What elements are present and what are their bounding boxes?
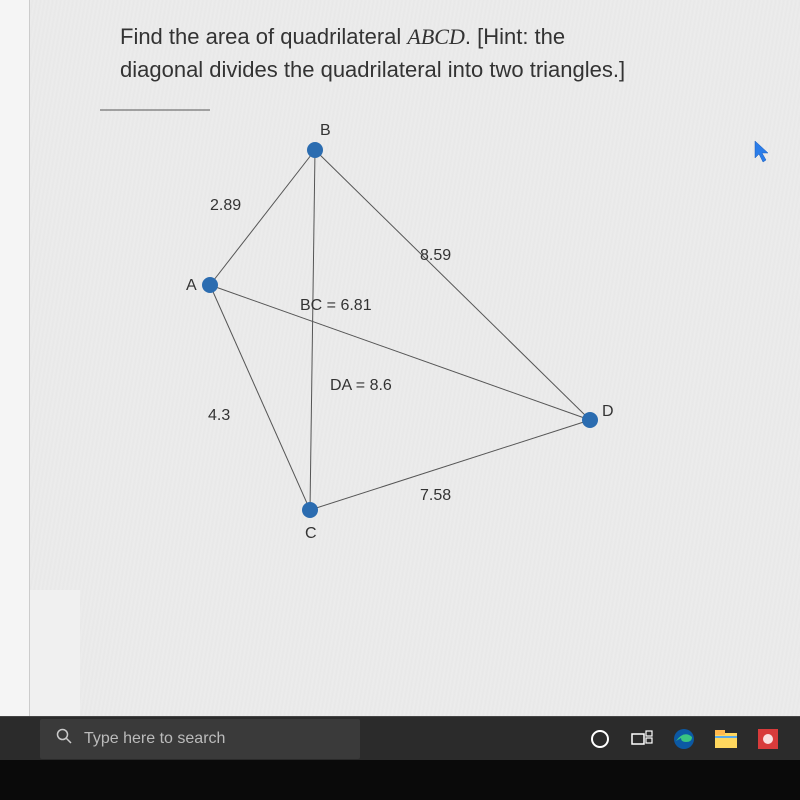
problem-line2: diagonal divides the quadrilateral into … bbox=[120, 57, 625, 82]
left-gap bbox=[30, 590, 80, 726]
vertex-d[interactable] bbox=[582, 412, 598, 428]
task-view-icon[interactable] bbox=[630, 727, 654, 751]
taskbar-icons bbox=[588, 727, 800, 751]
diagram-svg: A B C D 2.89 8.59 BC = 6.81 DA = 8.6 4.3 7.58 bbox=[100, 100, 660, 580]
edges-container bbox=[210, 150, 590, 510]
left-edge-strip bbox=[0, 0, 30, 726]
vertices-container: A B C D bbox=[186, 122, 614, 542]
edge-label-bd: 8.59 bbox=[420, 247, 451, 264]
vertex-label-d: D bbox=[602, 403, 614, 420]
edge-label-da: DA = 8.6 bbox=[330, 377, 392, 394]
geometry-diagram: A B C D 2.89 8.59 BC = 6.81 DA = 8.6 4.3 7.58 bbox=[100, 100, 660, 580]
edge-ad bbox=[210, 285, 590, 420]
screen-area: Find the area of quadrilateral A B C D . [Hi… bbox=[0, 0, 800, 726]
labels-container: 2.89 8.59 BC = 6.81 DA = 8.6 4.3 7.58 bbox=[208, 197, 451, 504]
problem-text: Find the area of quadrilateral ABCD. [Hi… bbox=[80, 0, 780, 96]
app-icon[interactable] bbox=[756, 727, 780, 751]
taskbar-search[interactable]: Type here to search bbox=[40, 719, 360, 759]
vertex-label-c: C bbox=[305, 525, 317, 542]
vertex-c[interactable] bbox=[302, 502, 318, 518]
vertex-label-a: A bbox=[186, 277, 197, 294]
edge-label-ab: 2.89 bbox=[210, 197, 241, 214]
problem-line1-c: . [Hint: the bbox=[465, 24, 565, 49]
cursor-icon bbox=[754, 140, 772, 164]
edge-label-bc: BC = 6.81 bbox=[300, 297, 372, 314]
content-area: Find the area of quadrilateral A B C D . [Hi… bbox=[80, 0, 780, 680]
cortana-icon[interactable] bbox=[588, 727, 612, 751]
edge-ab bbox=[210, 150, 315, 285]
edge-icon[interactable] bbox=[672, 727, 696, 751]
edge-label-ac: 4.3 bbox=[208, 407, 230, 424]
file-explorer-icon[interactable] bbox=[714, 727, 738, 751]
search-placeholder: Type here to search bbox=[84, 730, 225, 748]
monitor-bezel bbox=[0, 760, 800, 800]
vertex-b[interactable] bbox=[307, 142, 323, 158]
problem-quad-name: ABCD bbox=[407, 24, 464, 49]
vertex-label-b: B bbox=[320, 122, 331, 139]
edge-bc bbox=[310, 150, 315, 510]
edge-label-cd: 7.58 bbox=[420, 487, 451, 504]
taskbar: Type here to search bbox=[0, 716, 800, 760]
edge-ca bbox=[210, 285, 310, 510]
problem-line1-a: Find the area of quadrilateral bbox=[120, 24, 407, 49]
vertex-a[interactable] bbox=[202, 277, 218, 293]
search-icon bbox=[56, 728, 72, 749]
